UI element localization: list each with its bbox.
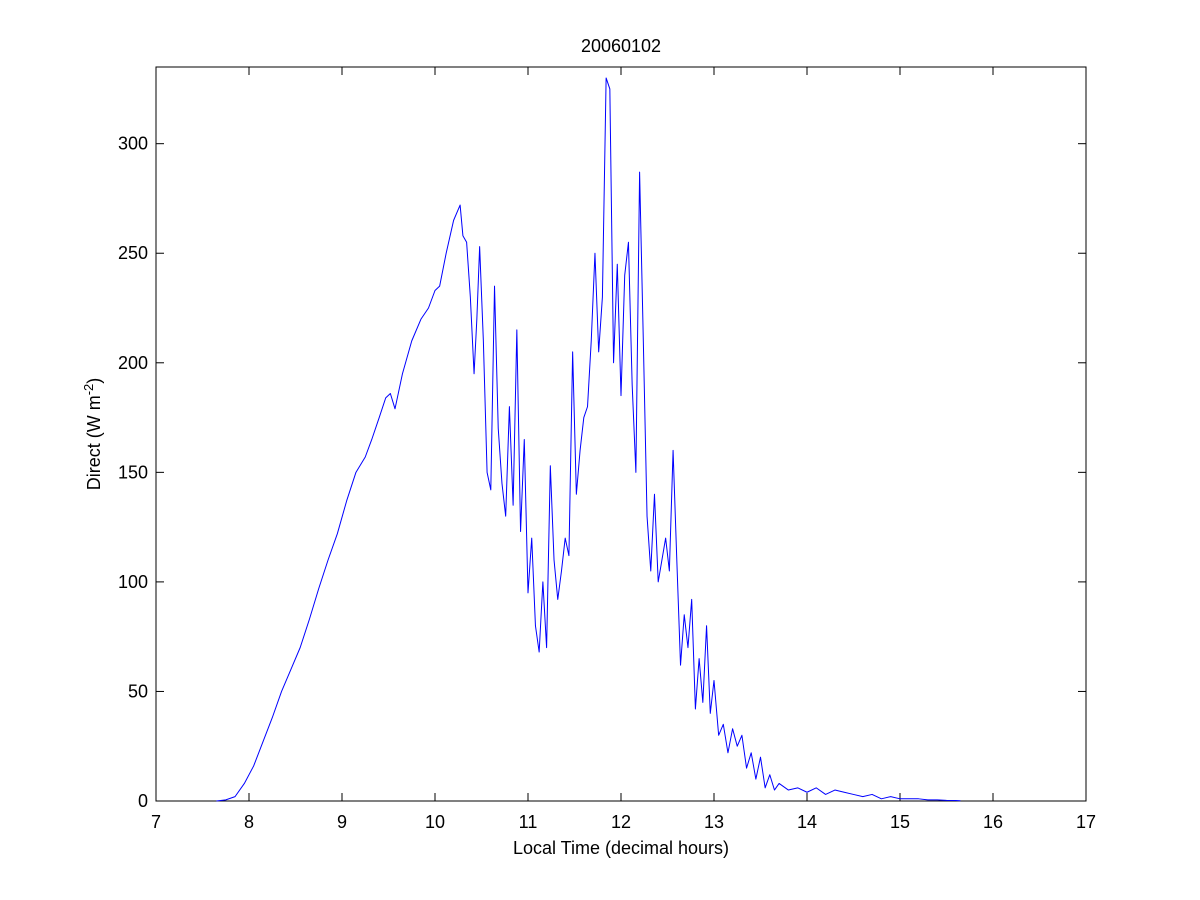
y-tick-label: 300	[118, 134, 148, 154]
x-tick-label: 12	[611, 812, 631, 832]
x-tick-label: 9	[337, 812, 347, 832]
y-axis-label-superscript: -2	[81, 384, 96, 396]
x-tick-label: 17	[1076, 812, 1096, 832]
x-tick-label: 15	[890, 812, 910, 832]
y-axis-label: Direct (W m-2)	[81, 378, 104, 491]
chart-title: 20060102	[581, 36, 661, 56]
x-tick-label: 13	[704, 812, 724, 832]
y-axis-label-suffix: )	[84, 378, 104, 384]
y-axis-label-prefix: Direct (W m	[84, 395, 104, 490]
x-tick-label: 8	[244, 812, 254, 832]
x-tick-label: 16	[983, 812, 1003, 832]
x-tick-label: 7	[151, 812, 161, 832]
x-axis: 7 8 9 10 11 12 13 14 15 16 17	[151, 67, 1096, 832]
series-layer	[216, 77, 961, 802]
x-axis-label: Local Time (decimal hours)	[513, 838, 729, 858]
x-tick-label: 14	[797, 812, 817, 832]
y-tick-label: 250	[118, 243, 148, 263]
y-tick-label: 0	[138, 791, 148, 811]
x-tick-label: 11	[519, 812, 538, 832]
y-axis: 0 50 100 150 200 250 300	[118, 134, 1086, 811]
y-tick-label: 200	[118, 353, 148, 373]
y-tick-label: 50	[128, 681, 148, 701]
y-tick-label: 100	[118, 572, 148, 592]
y-tick-label: 150	[118, 462, 148, 482]
series-line-0	[216, 77, 961, 802]
x-tick-label: 10	[425, 812, 445, 832]
plot-area	[155, 66, 1087, 802]
